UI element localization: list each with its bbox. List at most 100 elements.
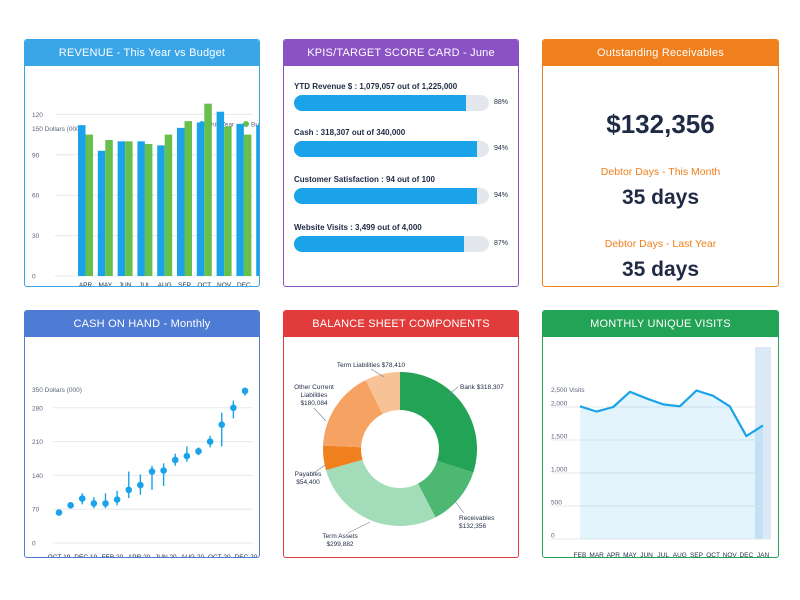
- x-tick-label: DEC: [739, 552, 753, 557]
- y-tick-label: 60: [32, 193, 40, 200]
- cash-point: [78, 495, 86, 502]
- leader-line: [347, 521, 371, 534]
- x-tick-label: DEC: [237, 282, 251, 286]
- revenue-card-title: REVENUE - This Year vs Budget: [25, 40, 259, 66]
- debtor-days-this-month-value: 35 days: [621, 186, 700, 209]
- y-tick-label: 1,000: [551, 467, 568, 474]
- donut-slice-receivables: [417, 460, 474, 518]
- x-tick-label: AUG 20: [181, 554, 205, 557]
- kpi-card-title: KPIS/TARGET SCORE CARD - June: [284, 40, 518, 66]
- legend-label: Budget: [251, 122, 259, 129]
- cash-point: [183, 452, 191, 460]
- visits-line: [579, 389, 764, 438]
- x-tick-label: MAY: [623, 552, 637, 557]
- x-tick-label: JUL: [657, 552, 669, 557]
- x-tick-label: AUG: [158, 282, 172, 286]
- kpi-row: YTD Revenue $ : 1,079,057 out of 1,225,0…: [294, 82, 516, 111]
- leader-line: [447, 386, 459, 396]
- x-tick-label: FEB 20: [102, 554, 124, 557]
- bar-budget: [224, 126, 232, 276]
- x-tick-label: JAN: [757, 552, 770, 557]
- x-tick-label: NOV: [217, 282, 232, 286]
- leader-line: [453, 499, 465, 514]
- kpi-label: Customer Satisfaction : 94 out of 100: [294, 175, 435, 184]
- x-tick-label: JAN: [258, 282, 259, 286]
- cash-point: [241, 387, 249, 395]
- y-tick-label: 210: [32, 439, 43, 446]
- kpi-card: KPIS/TARGET SCORE CARD - June YTD Revenu…: [283, 39, 519, 287]
- bar-this-year: [256, 125, 259, 276]
- bar-this-year: [216, 111, 225, 276]
- x-tick-label: SEP: [690, 552, 703, 557]
- x-tick-label: SEP: [178, 282, 191, 286]
- cash-point: [67, 502, 74, 509]
- bar-budget: [85, 134, 93, 276]
- y-tick-label: 500: [551, 500, 562, 507]
- receivables-card-title: Outstanding Receivables: [543, 40, 778, 66]
- balance-card: BALANCE SHEET COMPONENTS Term Liabilitie…: [283, 310, 519, 558]
- kpi-progress-fill: [294, 236, 464, 252]
- cash-point: [195, 447, 202, 455]
- slice-label: $54,400: [296, 479, 320, 486]
- bar-budget: [164, 134, 173, 276]
- y-tick-label: 30: [32, 233, 40, 240]
- cash-point: [125, 486, 133, 494]
- kpi-percent: 87%: [494, 240, 509, 247]
- y-tick-label: 280: [32, 405, 43, 412]
- x-tick-label: OCT: [706, 552, 720, 557]
- x-tick-label: JUN 20: [155, 554, 177, 557]
- kpi-progress-track: 87%: [294, 236, 508, 252]
- slice-label: Term Assets: [322, 533, 358, 540]
- cash-point: [113, 496, 121, 503]
- kpi-row: Customer Satisfaction : 94 out of 100 94%: [294, 175, 516, 204]
- y-tick-label: 1,500: [551, 434, 568, 441]
- bar-budget: [184, 121, 192, 276]
- leader-line: [313, 407, 327, 422]
- donut-slice-term-assets: [325, 459, 436, 526]
- slice-label: Receivables: [459, 515, 495, 522]
- bar-this-year: [97, 150, 106, 276]
- donut-slice-bank: [400, 372, 477, 473]
- x-tick-label: MAY: [98, 282, 112, 286]
- y-tick-label: 120: [32, 112, 43, 119]
- bar-this-year: [196, 122, 205, 276]
- cash-card-title: CASH ON HAND - Monthly: [25, 311, 259, 337]
- slice-label: Other Current: [294, 384, 334, 391]
- x-tick-label: APR 20: [128, 554, 151, 557]
- debtor-days-last-year-value: 35 days: [621, 258, 700, 281]
- bar-this-year: [157, 145, 165, 276]
- cash-point: [171, 456, 179, 464]
- y-tick-label: 0: [551, 533, 555, 540]
- donut-slice-term-liabilities: [365, 372, 400, 415]
- bar-this-year: [177, 127, 185, 276]
- x-tick-label: OCT 20: [208, 554, 231, 557]
- kpi-progress-fill: [294, 188, 478, 204]
- cash-point: [102, 500, 109, 507]
- highlight-band: [755, 347, 771, 539]
- x-tick-label: DEC 19: [74, 554, 97, 557]
- kpi-row: Cash : 318,307 out of 340,000 94%: [294, 128, 516, 157]
- slice-label: Bank $318,307: [460, 384, 504, 391]
- kpi-label: Website Visits : 3,499 out of 4,000: [294, 223, 422, 232]
- kpi-progress-fill: [294, 141, 478, 157]
- y-tick-label: 70: [32, 507, 40, 514]
- cash-point: [90, 500, 98, 507]
- kpi-progress-fill: [294, 95, 466, 111]
- x-tick-label: JUN: [640, 552, 653, 557]
- visits-card-title: MONTHLY UNIQUE VISITS: [543, 311, 778, 337]
- kpi-progress-track: 94%: [294, 188, 508, 204]
- cash-point: [230, 404, 237, 412]
- y-axis-label: 150 Dollars (000): [32, 126, 82, 133]
- receivables-card: Outstanding Receivables $132,356 Debtor …: [542, 39, 779, 287]
- visits-card: MONTHLY UNIQUE VISITS 2,500 Visits 0 500 1,…: [542, 310, 779, 558]
- x-tick-label: DEC 20: [235, 554, 258, 557]
- visits-area-chart: 2,500 Visits 0 500 1,000 1,500 2,000 FEB MAR APR…: [551, 347, 771, 557]
- kpi-progress-track: 88%: [294, 95, 508, 111]
- kpi-percent: 88%: [494, 99, 509, 106]
- cash-point: [137, 481, 144, 489]
- debtor-days-this-month-label: Debtor Days - This Month: [600, 166, 721, 178]
- y-tick-label: 140: [32, 473, 43, 480]
- cash-card: CASH ON HAND - Monthly 350 Dollars (000)…: [24, 310, 260, 558]
- x-tick-label: OCT: [197, 282, 211, 286]
